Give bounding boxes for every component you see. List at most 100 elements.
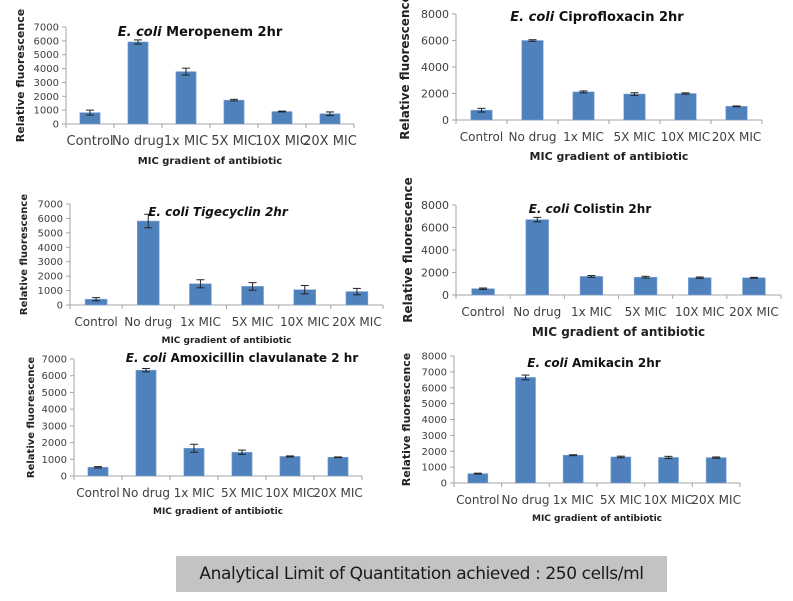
y-tick-label: 2000 <box>34 92 59 103</box>
y-tick-label: 6000 <box>421 221 449 234</box>
chart-title: E. coli Amoxicillin clavulanate 2 hr <box>126 351 359 365</box>
x-axis-title: MIC gradient of antibiotic <box>138 156 283 167</box>
error-bar <box>94 466 102 469</box>
x-category-label: No drug <box>124 315 172 329</box>
error-bar <box>286 455 294 458</box>
error-bar <box>326 111 334 117</box>
y-tick-label: 6000 <box>38 214 63 225</box>
y-tick-label: 8000 <box>421 199 449 212</box>
error-bar <box>190 443 198 453</box>
x-category-label: 10X MIC <box>255 134 309 149</box>
error-bar <box>521 374 530 381</box>
x-category-label: 1x MIC <box>563 130 604 144</box>
x-category-label: 1x MIC <box>553 493 594 507</box>
error-bar <box>134 39 142 45</box>
x-axis-title: MIC gradient of antibiotic <box>161 336 291 346</box>
error-bar <box>477 107 486 113</box>
x-category-label: 10X MIC <box>280 315 330 329</box>
x-category-label: Control <box>460 130 503 144</box>
y-tick-label: 0 <box>53 120 59 131</box>
x-category-label: Control <box>67 134 114 149</box>
error-bar <box>732 105 741 108</box>
y-tick-label: 0 <box>61 472 67 483</box>
x-category-label: Control <box>456 493 499 507</box>
y-tick-label: 6000 <box>422 383 447 394</box>
y-tick-label: 7000 <box>422 367 447 378</box>
y-tick-label: 4000 <box>34 64 59 75</box>
bar-control <box>467 473 489 484</box>
y-axis-title: Relative fluorescence <box>14 9 27 142</box>
x-category-label: Control <box>461 305 504 319</box>
error-bar <box>92 297 101 302</box>
y-tick-label: 2000 <box>421 266 449 279</box>
y-tick-label: 2000 <box>421 87 449 100</box>
y-tick-label: 4000 <box>421 244 449 257</box>
error-bar <box>641 275 650 279</box>
y-axis-title: Relative fluorescence <box>398 0 412 140</box>
loq-banner: Analytical Limit of Quantitation achieve… <box>176 556 667 592</box>
y-axis-title: Relative fluorescence <box>400 353 413 486</box>
y-tick-label: 7000 <box>42 355 67 366</box>
error-bar <box>248 282 257 291</box>
x-category-label: Control <box>74 315 117 329</box>
x-category-label: 5X MIC <box>232 315 274 329</box>
y-tick-label: 5000 <box>34 50 59 61</box>
error-bar <box>352 287 361 296</box>
y-tick-label: 3000 <box>422 431 447 442</box>
x-category-label: 20X MIC <box>712 130 762 144</box>
error-bar <box>533 216 542 223</box>
bar-5x-mic <box>610 456 632 484</box>
x-category-label: 5X MIC <box>614 130 656 144</box>
y-tick-label: 0 <box>441 479 447 490</box>
y-tick-label: 6000 <box>421 34 449 47</box>
y-tick-label: 2000 <box>422 447 447 458</box>
chart-title: E. coli Amikacin 2hr <box>527 356 661 370</box>
bar-no-drug <box>515 377 536 484</box>
error-bar <box>569 454 578 457</box>
error-bar <box>144 213 153 229</box>
x-category-label: 10X MIC <box>675 305 725 319</box>
x-category-label: 20X MIC <box>729 305 779 319</box>
x-axis-title: MIC gradient of antibiotic <box>530 150 689 163</box>
y-axis-title: Relative fluorescence <box>401 177 415 323</box>
error-bar <box>579 90 588 94</box>
x-category-label: 10X MIC <box>661 130 711 144</box>
error-bar <box>479 287 488 290</box>
x-category-label: No drug <box>112 134 164 149</box>
x-category-label: 5X MIC <box>211 134 256 149</box>
y-tick-label: 4000 <box>38 243 63 254</box>
error-bar <box>278 110 286 113</box>
error-bar <box>86 109 94 116</box>
error-bar <box>230 98 238 102</box>
x-category-label: 20X MIC <box>691 493 741 507</box>
error-bar <box>616 455 625 459</box>
error-bar <box>142 368 150 373</box>
bar-1x-mic <box>562 454 584 484</box>
error-bar <box>238 449 246 455</box>
x-category-label: 1x MIC <box>174 486 215 500</box>
x-category-label: 1x MIC <box>180 315 221 329</box>
error-bar <box>528 39 537 42</box>
x-category-label: 5X MIC <box>221 486 263 500</box>
y-axis-title: Relative fluorescence <box>19 194 30 315</box>
y-tick-label: 0 <box>442 289 449 302</box>
y-tick-label: 3000 <box>38 257 63 268</box>
chart-title: E. coli Tigecyclin 2hr <box>148 205 289 219</box>
chart-title: E. coli Colistin 2hr <box>529 202 652 216</box>
x-category-label: 20X MIC <box>332 315 382 329</box>
x-category-label: No drug <box>509 130 557 144</box>
y-tick-label: 5000 <box>38 228 63 239</box>
x-category-label: 20X MIC <box>303 134 357 149</box>
x-axis-title: MIC gradient of antibiotic <box>153 507 283 517</box>
error-bar <box>681 92 690 95</box>
chart-title: E. coli Meropenem 2hr <box>118 25 283 40</box>
error-bar <box>695 276 704 279</box>
y-tick-label: 6000 <box>42 371 67 382</box>
y-tick-label: 2000 <box>42 438 67 449</box>
x-category-label: 20X MIC <box>313 486 363 500</box>
y-axis-title: Relative fluorescence <box>26 357 37 478</box>
